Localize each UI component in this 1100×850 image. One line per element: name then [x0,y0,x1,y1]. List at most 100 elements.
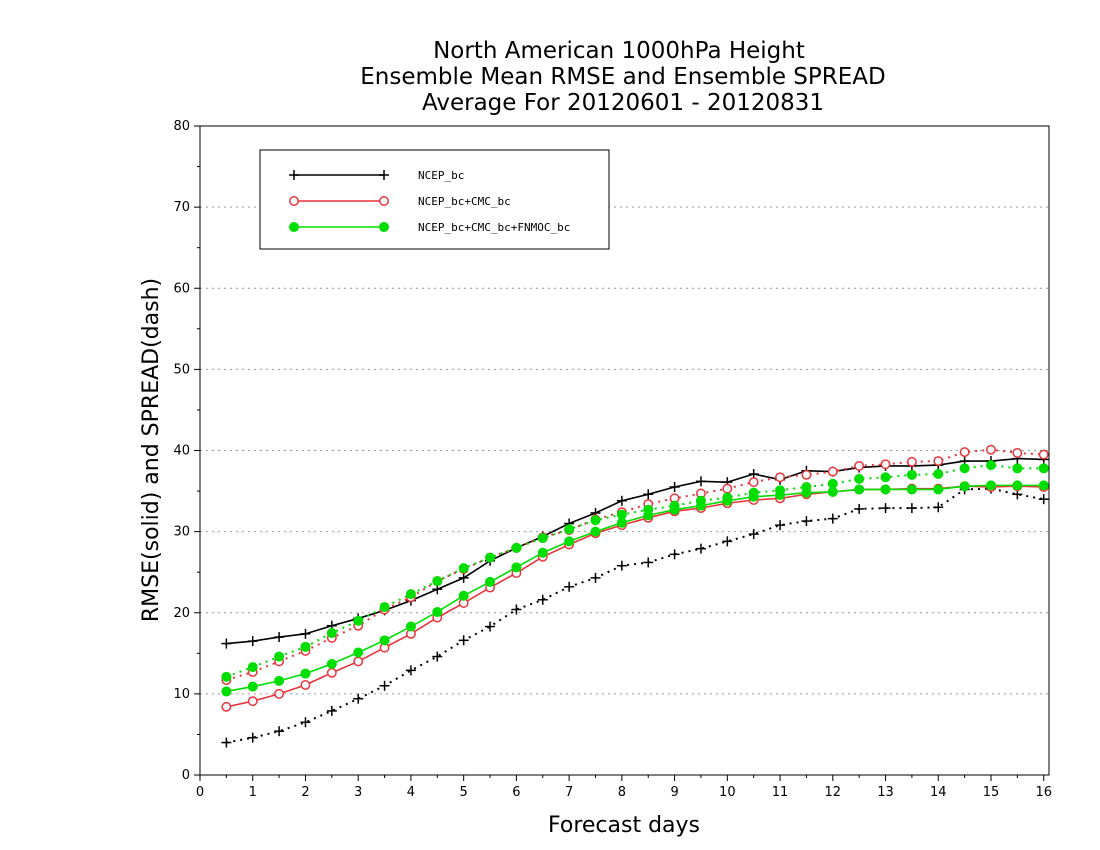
data-point [590,515,601,526]
data-point [775,472,786,483]
chart-title: North American 1000hPa Height Ensemble M… [360,38,885,116]
data-point [854,503,865,514]
y-tick-label: 30 [173,525,190,540]
data-point [643,557,654,568]
data-point [485,576,496,587]
data-point [458,590,469,601]
data-point [458,563,469,574]
data-point [775,485,786,496]
data-point [1038,494,1049,505]
data-point [775,520,786,531]
title-line-3: Average For 20120601 - 20120831 [422,90,824,116]
data-point [221,671,232,682]
data-point [985,460,996,471]
data-point [1038,463,1049,474]
legend-item: NCEP_bc+CMC_bc [289,195,511,208]
y-tick-label: 0 [182,768,190,783]
y-axis-label: RMSE(solid) and SPREAD(dash) [139,278,164,622]
data-point [748,529,759,540]
legend: NCEP_bc NCEP_bc+CMC_bc NCEP_bc+CMC_bc+FNMO… [259,149,610,250]
data-point [379,602,390,613]
data-point [221,686,232,697]
data-point [537,594,548,605]
x-tick-label: 10 [719,785,736,800]
y-tick-label: 70 [173,200,190,215]
data-point [669,500,680,511]
y-tick-label: 60 [173,281,190,296]
x-tick-label: 14 [930,785,947,800]
data-point [221,701,232,712]
legend-marker-end [379,222,389,232]
series-layer [221,444,1049,748]
x-tick-label: 3 [354,785,362,800]
data-point [880,503,891,514]
data-point [722,536,733,547]
data-point [933,469,944,480]
legend-marker-start [289,222,299,232]
data-point [959,447,970,458]
x-tick-label: 5 [460,785,468,800]
data-point [643,489,654,500]
data-point [274,651,285,662]
series-1-spread [221,483,1049,748]
legend-label: NCEP_bc+CMC_bc+FNMOC_bc [418,221,570,234]
x-tick-label: 13 [877,785,894,800]
data-point [1038,480,1049,491]
data-point [511,542,522,553]
data-point [274,688,285,699]
x-tick-label: 4 [407,785,415,800]
data-point [906,469,917,480]
data-point [933,484,944,495]
data-point [247,696,258,707]
data-point [854,460,865,471]
data-point [695,495,706,506]
data-point [564,536,575,547]
data-point [274,632,285,643]
data-point [247,681,258,692]
data-point [722,492,733,503]
data-point [854,484,865,495]
series-0-rmse [221,453,1049,649]
data-point [880,472,891,483]
data-point [616,495,627,506]
data-point [485,621,496,632]
data-point [458,635,469,646]
data-point [326,628,337,639]
legend-label: NCEP_bc [418,169,464,182]
data-point [933,456,944,466]
data-point [432,651,443,662]
data-point [537,547,548,558]
data-point [511,562,522,573]
data-point [590,526,601,537]
legend-marker-end [379,170,389,180]
data-point [986,444,996,455]
data-point [985,480,996,491]
x-tick-label: 7 [565,785,573,800]
data-point [405,621,416,632]
data-point [247,662,258,673]
data-point [669,549,680,560]
data-point [300,717,311,728]
legend-item: NCEP_bc+CMC_bc+FNMOC_bc [289,221,570,234]
series-line [226,487,1044,744]
legend-marker-end [379,196,389,206]
data-point [1012,480,1023,491]
data-point [959,481,970,492]
data-point [880,459,891,470]
x-tick-label: 1 [249,785,257,800]
data-point [616,509,627,520]
data-point [590,572,601,583]
data-point [353,647,364,658]
data-point [353,693,364,704]
data-point [353,615,364,626]
data-point [906,503,917,514]
data-point [300,668,311,679]
y-tick-label: 20 [173,606,190,621]
data-point [1038,449,1049,460]
data-point [485,552,496,563]
data-point [379,635,390,646]
grid [200,206,1049,695]
data-point [564,524,575,535]
y-tick-label: 80 [173,119,190,134]
series-2-rmse [221,481,1049,712]
